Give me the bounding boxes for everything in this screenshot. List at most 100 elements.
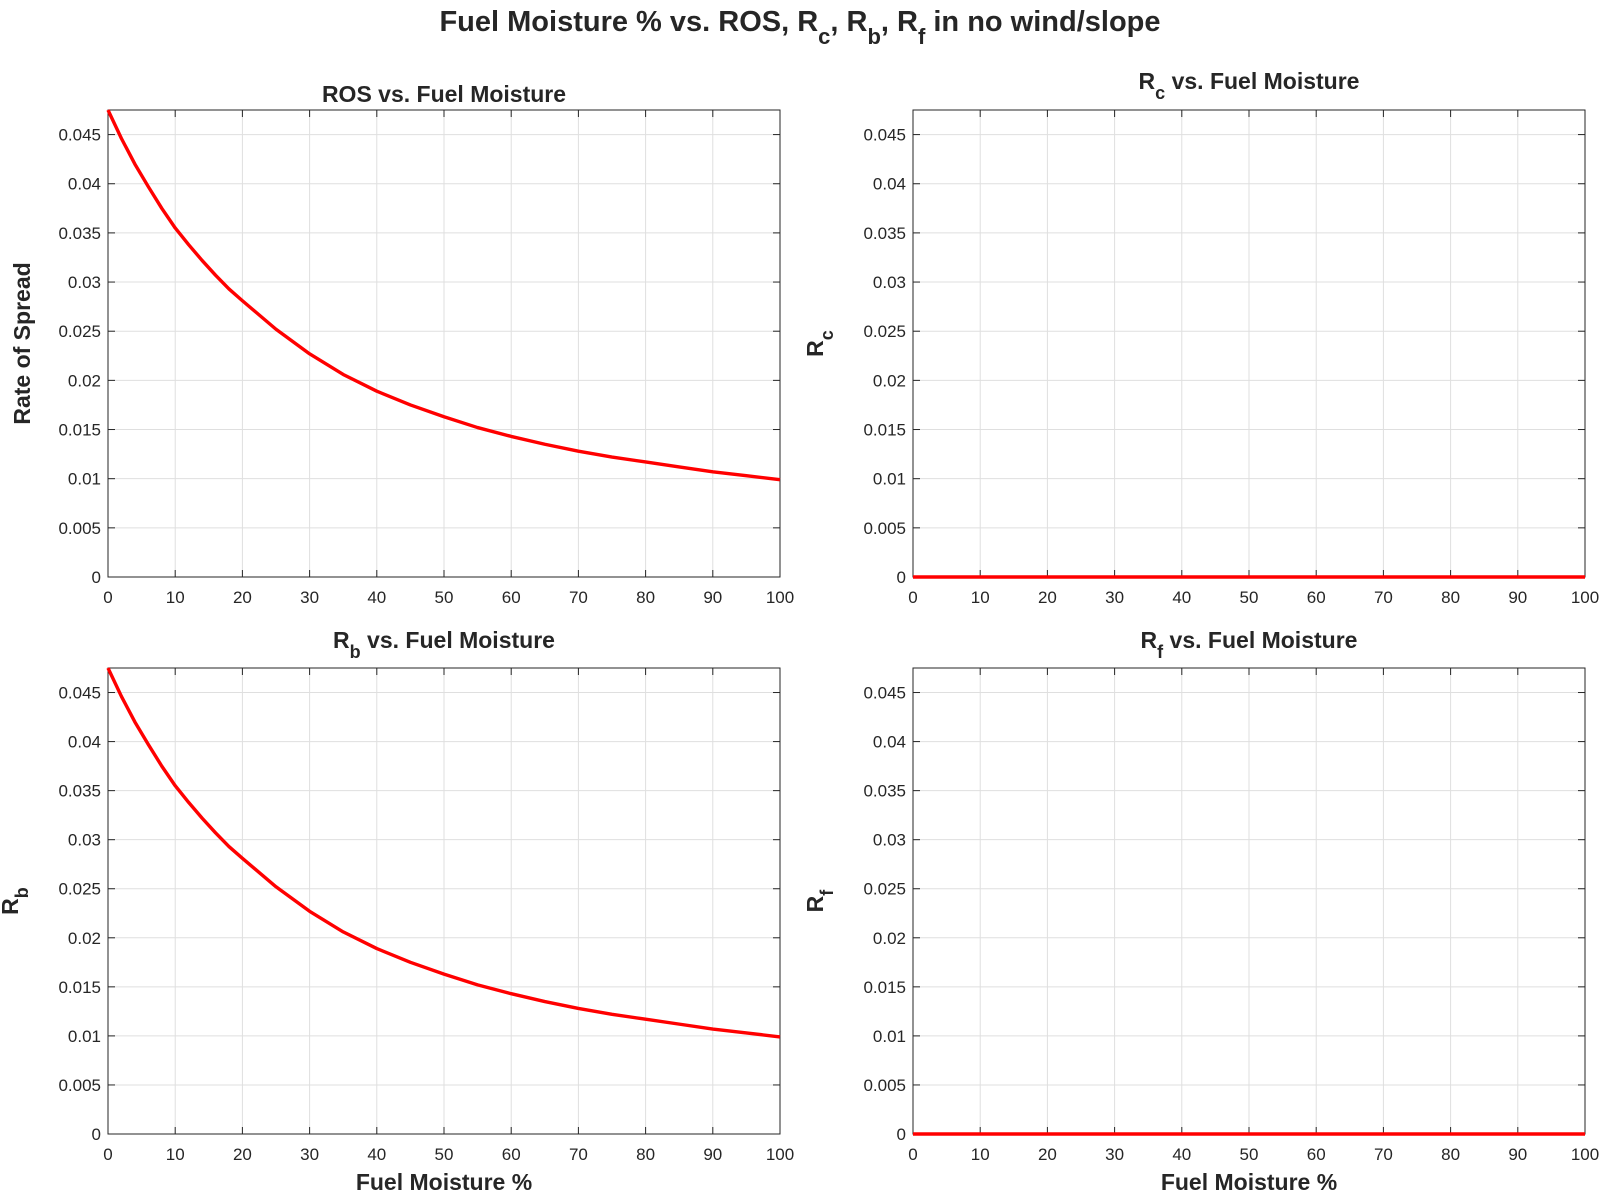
y-tick-label: 0 <box>92 1125 101 1144</box>
x-tick-label: 80 <box>1441 588 1460 607</box>
x-tick-label: 70 <box>569 1145 588 1164</box>
y-tick-label: 0.005 <box>58 519 101 538</box>
y-tick-label: 0.005 <box>58 1076 101 1095</box>
x-tick-label: 10 <box>971 588 990 607</box>
y-tick-label: 0.04 <box>68 175 101 194</box>
x-tick-label: 30 <box>1105 1145 1124 1164</box>
y-tick-label: 0.025 <box>863 880 906 899</box>
y-tick-label: 0.04 <box>873 733 906 752</box>
x-tick-label: 90 <box>703 1145 722 1164</box>
x-tick-label: 50 <box>435 1145 454 1164</box>
figure-suptitle: Fuel Moisture % vs. ROS, Rc, Rb, Rf in n… <box>439 6 1160 49</box>
x-tick-label: 10 <box>971 1145 990 1164</box>
x-tick-label: 100 <box>1571 588 1599 607</box>
x-tick-label: 60 <box>502 1145 521 1164</box>
y-tick-label: 0.01 <box>873 1027 906 1046</box>
x-tick-label: 40 <box>1172 588 1191 607</box>
x-tick-label: 60 <box>1307 1145 1326 1164</box>
x-tick-label: 40 <box>367 588 386 607</box>
x-tick-label: 70 <box>569 588 588 607</box>
x-tick-label: 0 <box>103 1145 112 1164</box>
x-tick-label: 50 <box>435 588 454 607</box>
x-tick-label: 60 <box>502 588 521 607</box>
x-tick-label: 40 <box>1172 1145 1191 1164</box>
y-axis-label: Rf <box>802 889 837 913</box>
x-tick-label: 90 <box>1508 1145 1527 1164</box>
data-line <box>106 109 781 482</box>
x-tick-label: 100 <box>766 1145 794 1164</box>
subplot-title: Rf vs. Fuel Moisture <box>1141 627 1358 662</box>
y-tick-label: 0.015 <box>58 978 101 997</box>
y-tick-label: 0.045 <box>58 684 101 703</box>
y-tick-label: 0.01 <box>68 470 101 489</box>
axes-frame <box>107 667 781 1135</box>
y-tick-label: 0.02 <box>68 371 101 390</box>
subplot-1: 0 10 20 30 40 50 60 70 80 90 100 0 0.005 0.01 0.015 0.0… <box>9 81 794 607</box>
y-tick-label: 0.035 <box>58 782 101 801</box>
x-tick-label: 20 <box>233 1145 252 1164</box>
x-tick-label: 100 <box>1571 1145 1599 1164</box>
x-tick-label: 30 <box>300 588 319 607</box>
x-tick-label: 30 <box>1105 588 1124 607</box>
y-tick-label: 0 <box>92 568 101 587</box>
y-tick-label: 0.035 <box>58 224 101 243</box>
x-axis-label: Fuel Moisture % <box>1161 1169 1337 1195</box>
x-tick-label: 70 <box>1374 1145 1393 1164</box>
y-tick-label: 0.045 <box>863 684 906 703</box>
data-line <box>106 667 781 1039</box>
subplot-title: ROS vs. Fuel Moisture <box>322 81 566 107</box>
x-tick-label: 40 <box>367 1145 386 1164</box>
x-tick-label: 30 <box>300 1145 319 1164</box>
y-tick-label: 0.005 <box>863 1076 906 1095</box>
y-tick-label: 0.045 <box>863 126 906 145</box>
y-tick-label: 0.04 <box>873 175 906 194</box>
x-tick-label: 20 <box>1038 588 1057 607</box>
y-tick-label: 0.025 <box>58 880 101 899</box>
y-tick-label: 0.025 <box>58 322 101 341</box>
y-tick-label: 0.045 <box>58 126 101 145</box>
y-tick-label: 0.02 <box>68 929 101 948</box>
x-tick-label: 100 <box>766 588 794 607</box>
y-tick-label: 0.015 <box>863 421 906 440</box>
x-tick-label: 50 <box>1240 1145 1259 1164</box>
x-tick-label: 80 <box>636 1145 655 1164</box>
x-tick-label: 80 <box>1441 1145 1460 1164</box>
y-tick-label: 0.015 <box>58 421 101 440</box>
subplot-2: 0 10 20 30 40 50 60 70 80 90 100 0 0.005 0.01 0.015 0.0… <box>802 68 1599 607</box>
subplot-title: Rc vs. Fuel Moisture <box>1139 68 1360 103</box>
y-tick-label: 0.04 <box>68 733 101 752</box>
y-tick-label: 0.015 <box>863 978 906 997</box>
x-tick-label: 80 <box>636 588 655 607</box>
y-tick-label: 0.035 <box>863 782 906 801</box>
y-tick-label: 0.03 <box>873 831 906 850</box>
y-tick-label: 0.03 <box>68 831 101 850</box>
y-tick-label: 0.035 <box>863 224 906 243</box>
x-tick-label: 10 <box>166 1145 185 1164</box>
x-tick-label: 0 <box>908 1145 917 1164</box>
subplot-title: Rb vs. Fuel Moisture <box>333 627 555 662</box>
subplot-4: 0 10 20 30 40 50 60 70 80 90 100 0 0.005 0.01 0.015 0.0… <box>802 627 1599 1195</box>
y-axis-label: Rb <box>0 887 32 915</box>
y-tick-label: 0.01 <box>68 1027 101 1046</box>
subplot-3: 0 10 20 30 40 50 60 70 80 90 100 0 0.005 0.01 0.015 0.0… <box>0 627 794 1195</box>
x-tick-label: 0 <box>908 588 917 607</box>
y-tick-label: 0.03 <box>68 273 101 292</box>
x-tick-label: 60 <box>1307 588 1326 607</box>
x-tick-label: 20 <box>1038 1145 1057 1164</box>
y-tick-label: 0.025 <box>863 322 906 341</box>
x-tick-label: 0 <box>103 588 112 607</box>
y-axis-label: Rate of Spread <box>9 262 35 424</box>
x-tick-label: 90 <box>703 588 722 607</box>
y-tick-label: 0 <box>897 568 906 587</box>
y-tick-label: 0 <box>897 1125 906 1144</box>
y-axis-label: Rc <box>802 330 837 357</box>
x-axis-label: Fuel Moisture % <box>356 1169 532 1195</box>
x-tick-label: 90 <box>1508 588 1527 607</box>
x-tick-label: 50 <box>1240 588 1259 607</box>
x-tick-label: 70 <box>1374 588 1393 607</box>
y-tick-label: 0.005 <box>863 519 906 538</box>
axes-frame <box>107 109 781 578</box>
x-tick-label: 20 <box>233 588 252 607</box>
y-tick-label: 0.02 <box>873 371 906 390</box>
